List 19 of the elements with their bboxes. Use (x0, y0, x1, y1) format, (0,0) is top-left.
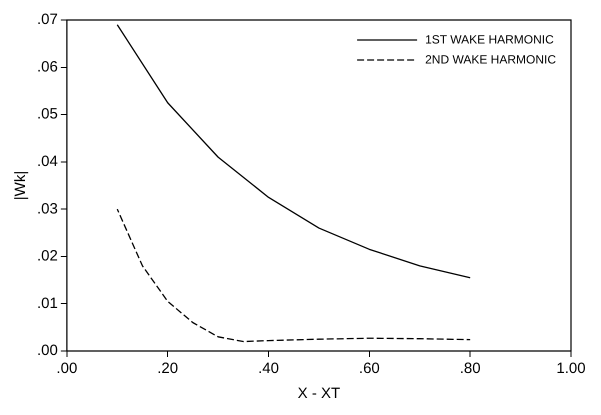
x-tick-label: .20 (157, 360, 178, 378)
x-tick-label: .60 (358, 360, 380, 378)
y-tick-label: .07 (36, 11, 58, 28)
x-axis-title: X - XT (298, 385, 340, 402)
y-tick-label: .00 (36, 342, 58, 360)
x-tick-label: .00 (56, 360, 78, 378)
legend-label: 2ND WAKE HARMONIC (425, 52, 556, 66)
line-series (116, 208, 471, 342)
y-axis-title: |Wk| (12, 170, 30, 200)
x-tick-label: .80 (460, 360, 481, 378)
y-tick-label: .06 (36, 58, 58, 76)
x-tick-label: .40 (258, 360, 279, 378)
y-tick-label: .03 (36, 200, 58, 218)
y-tick-label: .05 (36, 106, 58, 123)
y-tick-label: .02 (36, 248, 58, 265)
y-tick-label: .01 (36, 294, 58, 312)
x-tick-label: 1.00 (556, 360, 586, 378)
y-tick-label: .04 (36, 153, 58, 170)
legend-label: 1ST WAKE HARMONIC (425, 32, 554, 46)
